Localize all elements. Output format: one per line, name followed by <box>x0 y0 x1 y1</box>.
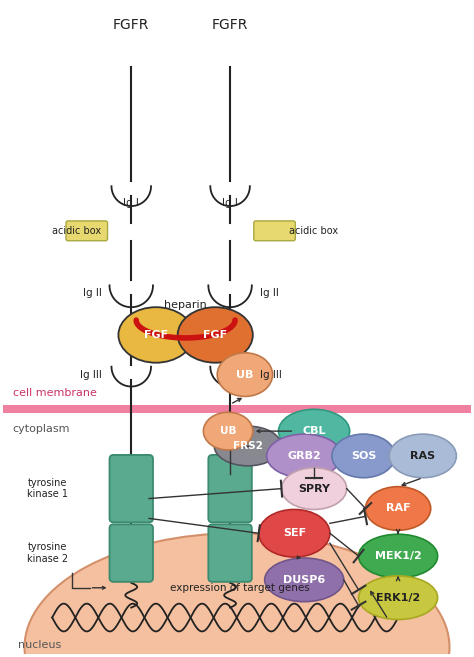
Text: UB: UB <box>236 370 254 380</box>
Text: RAS: RAS <box>410 451 435 461</box>
Text: tyrosine
kinase 2: tyrosine kinase 2 <box>27 542 69 564</box>
Text: SPRY: SPRY <box>298 484 330 493</box>
FancyBboxPatch shape <box>109 524 153 582</box>
Text: UB: UB <box>220 426 237 436</box>
Ellipse shape <box>389 434 456 478</box>
Text: RAF: RAF <box>386 503 410 514</box>
Ellipse shape <box>332 434 395 478</box>
Ellipse shape <box>217 353 273 396</box>
Text: tyrosine
kinase 1: tyrosine kinase 1 <box>27 478 68 499</box>
Ellipse shape <box>358 576 438 620</box>
FancyBboxPatch shape <box>66 221 108 240</box>
Ellipse shape <box>365 487 431 530</box>
Ellipse shape <box>25 533 449 657</box>
Text: heparin: heparin <box>164 300 207 310</box>
Text: SEF: SEF <box>283 528 306 538</box>
Text: Ig III: Ig III <box>260 370 282 380</box>
Text: nucleus: nucleus <box>18 641 61 650</box>
Text: DUSP6: DUSP6 <box>283 575 325 585</box>
Text: Ig I: Ig I <box>123 198 139 208</box>
Text: Ig II: Ig II <box>260 288 279 298</box>
Ellipse shape <box>358 534 438 578</box>
Ellipse shape <box>203 413 253 450</box>
Text: FGF: FGF <box>203 330 228 340</box>
Text: acidic box: acidic box <box>290 226 338 236</box>
Text: FRS2: FRS2 <box>233 441 263 451</box>
Ellipse shape <box>178 307 253 363</box>
Text: Ig III: Ig III <box>80 370 101 380</box>
FancyBboxPatch shape <box>209 524 252 582</box>
FancyBboxPatch shape <box>254 221 295 240</box>
Text: cytoplasm: cytoplasm <box>13 424 70 434</box>
Text: expression of target genes: expression of target genes <box>170 583 310 593</box>
FancyBboxPatch shape <box>109 455 153 522</box>
Ellipse shape <box>214 426 282 466</box>
Text: Ig II: Ig II <box>83 288 101 298</box>
Text: ERK1/2: ERK1/2 <box>376 593 420 602</box>
Ellipse shape <box>259 509 330 557</box>
Text: GRB2: GRB2 <box>287 451 321 461</box>
Text: CBL: CBL <box>302 426 326 436</box>
Text: acidic box: acidic box <box>52 226 101 236</box>
Ellipse shape <box>279 409 350 453</box>
Text: SOS: SOS <box>351 451 376 461</box>
Text: FGFR: FGFR <box>212 18 248 32</box>
Ellipse shape <box>282 468 346 509</box>
Text: Ig I: Ig I <box>222 198 238 208</box>
Ellipse shape <box>264 558 344 602</box>
Text: FGF: FGF <box>144 330 168 340</box>
Ellipse shape <box>267 434 342 478</box>
Text: MEK1/2: MEK1/2 <box>375 551 421 561</box>
Bar <box>3 405 471 413</box>
Text: FGFR: FGFR <box>113 18 149 32</box>
Ellipse shape <box>118 307 193 363</box>
FancyBboxPatch shape <box>209 455 252 522</box>
Text: cell membrane: cell membrane <box>13 388 97 398</box>
